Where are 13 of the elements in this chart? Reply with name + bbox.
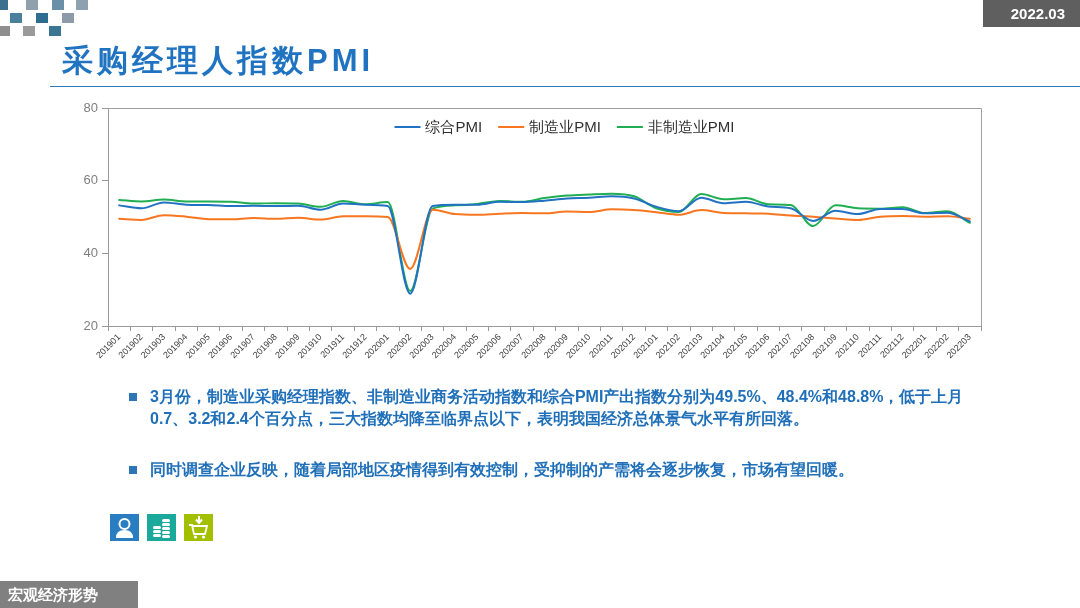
text: 同时调查企业反映，随着局部地区疫情得到有效控制，受抑制的产需将会逐步恢复，市场有望回暖。	[150, 461, 854, 478]
legend-label: 综合PMI	[425, 118, 483, 136]
y-tick-label: 20	[83, 317, 98, 333]
text: 2022.03	[982, 0, 1080, 27]
text: 3月份，制造业采购经理指数、非制造业商务活动指数和综合PMI产出指数分别为49.5%、48.4%和48.8%，低于上月0.7、3.2和2.4个百分点，三大指数均降至临界点以下，表明我国经济总体景气水平有所回落。	[150, 388, 964, 427]
legend-label: 制造业PMI	[529, 118, 601, 136]
y-tick-label: 60	[83, 172, 98, 188]
y-tick-label: 80	[83, 99, 98, 115]
chart-title: 采购经理人指数PMI	[62, 42, 375, 80]
y-tick-label: 40	[83, 244, 98, 260]
text: 宏观经济形势	[0, 581, 138, 608]
legend-label: 非制造业PMI	[647, 118, 735, 136]
line-series	[118, 208, 971, 270]
